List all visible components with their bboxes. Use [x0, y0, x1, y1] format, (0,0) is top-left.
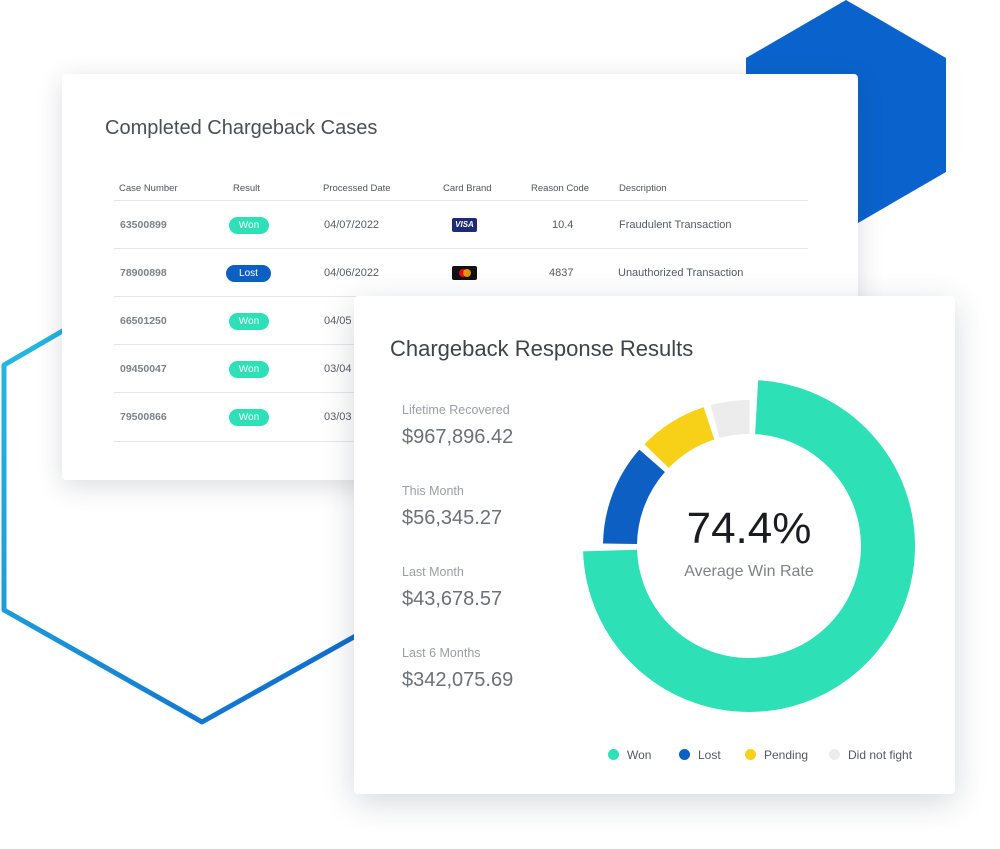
- stat-value-lifetime: $967,896.42: [402, 426, 514, 448]
- processed-date: 04/07/2022: [324, 219, 380, 231]
- stat-value-last-month: $43,678.57: [402, 588, 503, 610]
- column-header-processed-date[interactable]: Processed Date: [323, 183, 391, 194]
- legend-label: Won: [627, 748, 652, 762]
- cases-card-title: Completed Chargeback Cases: [105, 117, 378, 139]
- legend-dot-icon: [745, 749, 756, 760]
- processed-date: 03/03: [324, 411, 352, 423]
- mastercard-icon: [452, 266, 477, 280]
- case-number[interactable]: 78900898: [120, 267, 167, 279]
- donut-slice-did-not-fight: [710, 400, 750, 438]
- table-row[interactable]: 63500899 Won 04/07/2022 VISA 10.4 Fraudu…: [114, 200, 808, 249]
- processed-date: 04/05: [324, 315, 352, 327]
- legend-item-pending: Pending: [745, 747, 808, 763]
- legend-dot-icon: [829, 749, 840, 760]
- stat-label-last-month: Last Month: [402, 565, 464, 579]
- stat-label-last-6-months: Last 6 Months: [402, 646, 481, 660]
- legend-label: Lost: [698, 748, 721, 762]
- stat-value-this-month: $56,345.27: [402, 507, 503, 529]
- column-header-reason-code[interactable]: Reason Code: [531, 183, 590, 194]
- stat-value-last-6-months: $342,075.69: [402, 669, 514, 691]
- legend-dot-icon: [679, 749, 690, 760]
- reason-code: 10.4: [552, 219, 574, 231]
- processed-date: 03/04: [324, 363, 352, 375]
- stat-label-lifetime: Lifetime Recovered: [402, 403, 510, 417]
- legend-item-lost: Lost: [679, 747, 721, 763]
- legend-label: Pending: [764, 748, 809, 762]
- legend-item-did-not-fight: Did not fight: [829, 747, 912, 763]
- column-header-case-number[interactable]: Case Number: [119, 183, 178, 194]
- donut-slice-pending: [644, 407, 715, 468]
- legend-item-won: Won: [608, 747, 651, 763]
- results-card-title: Chargeback Response Results: [390, 336, 694, 361]
- win-rate-donut-chart: [583, 380, 915, 712]
- column-header-description[interactable]: Description: [619, 183, 667, 194]
- donut-slice-lost: [603, 449, 665, 545]
- result-badge-won: Won: [229, 313, 269, 330]
- win-rate-label: Average Win Rate: [684, 563, 814, 580]
- case-number[interactable]: 66501250: [120, 315, 167, 327]
- legend-dot-icon: [608, 749, 619, 760]
- reason-code: 4837: [549, 267, 574, 279]
- case-number[interactable]: 63500899: [120, 219, 167, 231]
- win-rate-value: 74.4%: [686, 504, 812, 553]
- result-badge-won: Won: [229, 361, 269, 378]
- stat-label-this-month: This Month: [402, 484, 464, 498]
- result-badge-lost: Lost: [226, 265, 271, 282]
- visa-icon: VISA: [452, 218, 477, 232]
- response-results-card: Chargeback Response Results Lifetime Rec…: [354, 296, 955, 794]
- legend-label: Did not fight: [848, 748, 913, 762]
- description: Unauthorized Transaction: [618, 267, 744, 279]
- case-number[interactable]: 09450047: [120, 363, 167, 375]
- donut-slice-won: [583, 380, 915, 712]
- column-header-result[interactable]: Result: [233, 183, 260, 194]
- processed-date: 04/06/2022: [324, 267, 380, 279]
- result-badge-won: Won: [229, 217, 269, 234]
- result-badge-won: Won: [229, 409, 269, 426]
- case-number[interactable]: 79500866: [120, 411, 167, 423]
- description: Fraudulent Transaction: [619, 219, 732, 231]
- table-row[interactable]: 78900898 Lost 04/06/2022 4837 Unauthoriz…: [114, 248, 808, 297]
- column-header-card-brand[interactable]: Card Brand: [443, 183, 492, 194]
